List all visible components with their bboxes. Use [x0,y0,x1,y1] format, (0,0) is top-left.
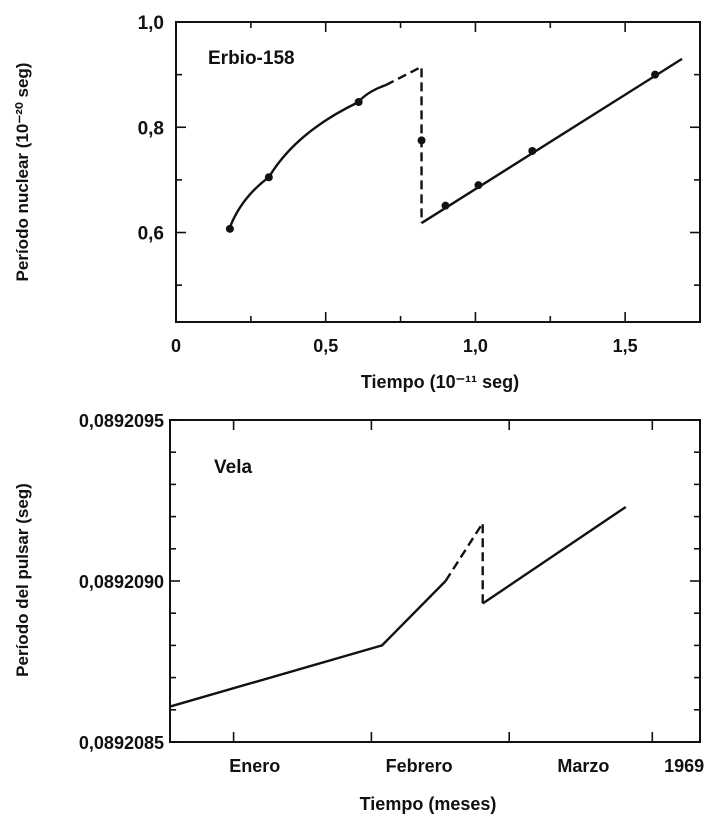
vela-y-tick-label: 0,0892090 [79,572,164,592]
erbio-data-point [417,136,426,145]
erbio-annotation: Erbio-158 [208,48,295,69]
erbio-data-point [441,201,450,210]
chart-vela: 0,0892085 0,0892090 0,0892095 Enero Febrero M… [13,411,704,814]
erbio-data-point [225,224,234,233]
erbio-ticks [175,21,700,322]
erbio-y-axis-label: Período nuclear (10⁻²⁰ seg) [13,63,32,282]
vela-y-axis-label: Período del pulsar (seg) [13,483,32,677]
erbio-data-point [354,98,363,106]
vela-series-line-0 [169,580,447,708]
erbio-data-point [528,146,537,155]
erbio-series-line-0 [228,84,387,228]
erbio-y-tick-label: 0,6 [138,224,164,245]
erbio-x-tick-label: 1,5 [613,336,638,356]
erbio-y-tick-label: 1,0 [138,13,164,34]
vela-annotation: Vela [214,457,252,478]
vela-x-tick-label: 1969 [664,756,704,776]
vela-x-tick-label: Marzo [557,756,609,776]
erbio-points [225,70,660,233]
erbio-y-tick-label: 0,8 [138,118,164,139]
vela-ticks [170,419,700,743]
vela-tick-labels: 0,0892085 0,0892090 0,0892095 Enero Febrero M… [79,411,704,776]
vela-y-tick-label: 0,0892095 [79,411,164,431]
erbio-series [228,57,683,228]
erbio-data-point [474,181,483,190]
vela-x-tick-label: Febrero [386,756,453,776]
vela-series-line-1 [444,518,484,604]
erbio-x-tick-label: 0 [171,336,181,356]
erbio-tick-labels: 0 0,5 1,0 1,5 0,6 0,8 1,0 [138,13,638,356]
vela-x-axis-label: Tiempo (meses) [360,794,497,814]
erbio-data-point [264,173,273,182]
erbio-x-tick-label: 0,5 [313,336,338,356]
vela-x-tick-label: Enero [229,756,280,776]
erbio-plot-frame [175,21,701,323]
erbio-data-point [651,70,660,79]
vela-series-line-2 [482,505,627,605]
vela-y-tick-label: 0,0892085 [79,733,164,753]
erbio-x-axis-label: Tiempo (10⁻¹¹ seg) [361,372,519,392]
erbio-x-tick-label: 1,0 [463,336,488,356]
erbio-series-line-2 [420,57,683,225]
erbio-series-line-1 [385,64,423,224]
vela-series [169,505,627,708]
chart-erbio: 0 0,5 1,0 1,5 0,6 0,8 1,0 Erbio-158 Tiempo (10… [13,13,701,392]
